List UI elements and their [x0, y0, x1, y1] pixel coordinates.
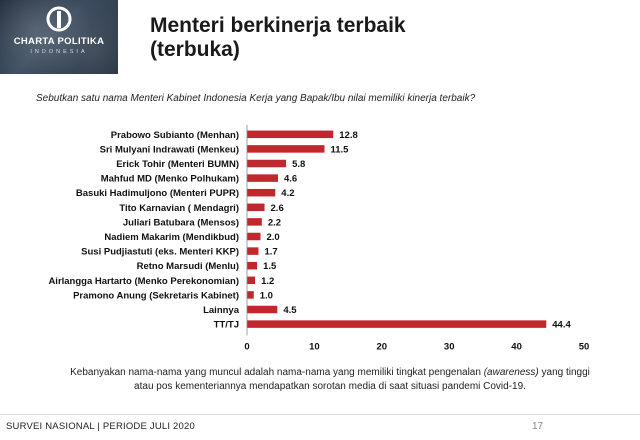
data-label: 11.5	[331, 144, 350, 155]
category-label: Tito Karnavian ( Mendagri)	[119, 203, 239, 214]
data-label: 1.0	[260, 290, 273, 301]
bars-layer: Prabowo Subianto (Menhan) 12.8 Sri Mulyani…	[48, 125, 589, 352]
bar	[247, 276, 256, 285]
charta-logo-icon	[46, 6, 72, 32]
bar	[247, 261, 258, 270]
data-label: 4.5	[283, 305, 297, 316]
bar	[247, 291, 254, 299]
category-label: Retno Marsudi (Menlu)	[137, 261, 239, 272]
brand-logo: CHARTA POLITIKA INDONESIA	[0, 0, 118, 74]
bar	[247, 305, 278, 314]
data-label: 4.2	[281, 188, 294, 199]
bar	[247, 145, 325, 153]
bar	[247, 203, 265, 212]
x-tick-label: 50	[579, 341, 590, 352]
page-number: 17	[532, 421, 544, 432]
bar	[247, 188, 276, 197]
data-label: 2.6	[271, 203, 284, 214]
brand-subtitle: INDONESIA	[30, 49, 88, 55]
category-label: Airlangga Hartarto (Menko Perekonomian)	[48, 276, 239, 287]
insight-note: Kebanyakan nama-nama yang muncul adalah …	[60, 366, 600, 394]
bar	[247, 218, 262, 226]
survey-question: Sebutkan satu nama Menteri Kabinet Indon…	[36, 93, 476, 104]
bar	[247, 247, 259, 255]
category-label: Mahfud MD (Menko Polhukam)	[101, 174, 239, 185]
bar	[247, 174, 279, 182]
insight-note-emphasis: (awareness)	[483, 367, 539, 378]
bar	[247, 130, 334, 139]
data-label: 1.5	[263, 261, 277, 272]
slide-title-line-2: (terbuka)	[150, 38, 240, 61]
bar-chart: Prabowo Subianto (Menhan) 12.8 Sri Mulyani…	[48, 125, 589, 352]
data-label: 44.4	[552, 320, 571, 331]
bar	[247, 320, 547, 328]
insight-note-part-1: Kebanyakan nama-nama yang muncul adalah …	[70, 367, 484, 378]
data-label: 2.2	[268, 217, 281, 228]
x-tick-label: 10	[309, 341, 320, 352]
data-label: 4.6	[284, 174, 297, 185]
category-label: Pramono Anung (Sekretaris Kabinet)	[73, 290, 239, 301]
category-label: Basuki Hadimuljono (Menteri PUPR)	[76, 188, 239, 199]
category-label: Erick Tohir (Menteri BUMN)	[116, 159, 239, 170]
data-label: 5.8	[292, 159, 305, 170]
category-label: Nadiem Makarim (Mendikbud)	[104, 232, 239, 243]
x-tick-label: 20	[377, 341, 388, 352]
bar	[247, 159, 287, 168]
data-label: 1.2	[261, 276, 274, 287]
data-label: 1.7	[264, 247, 277, 258]
footer-divider	[0, 414, 640, 415]
bar	[247, 232, 261, 241]
slide-title-line-1: Menteri berkinerja terbaik	[150, 14, 406, 37]
category-label: Susi Pudjiastuti (eks. Menteri KKP)	[81, 247, 239, 258]
category-label: Sri Mulyani Indrawati (Menkeu)	[100, 144, 239, 155]
category-label: Prabowo Subianto (Menhan)	[111, 130, 239, 141]
category-label: TT/TJ	[214, 320, 239, 331]
category-label: Juliari Batubara (Mensos)	[123, 217, 239, 228]
brand-name: CHARTA POLITIKA	[13, 36, 105, 47]
x-tick-label: 0	[244, 341, 249, 352]
data-label: 12.8	[339, 130, 358, 141]
insight-note-part-2: yang tinggi atau pos kementeriannya mend…	[134, 367, 590, 392]
category-label: Lainnya	[203, 305, 240, 316]
data-label: 2.0	[266, 232, 279, 243]
footer-survey-period: SURVEI NASIONAL | PERIODE JULI 2020	[6, 421, 195, 432]
x-tick-label: 30	[444, 341, 455, 352]
x-tick-label: 40	[511, 341, 522, 352]
slide-title: Menteri berkinerja terbaik (terbuka)	[150, 14, 406, 62]
